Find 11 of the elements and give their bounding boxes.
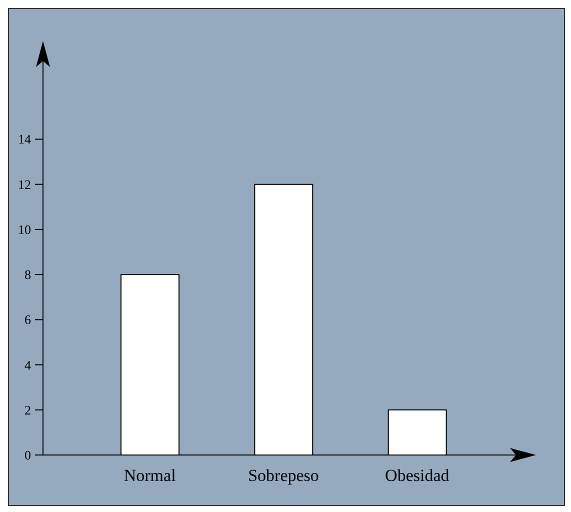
- y-tick-label: 2: [24, 402, 31, 418]
- x-tick-label: Normal: [124, 466, 176, 486]
- y-tick-label: 0: [24, 448, 31, 462]
- y-tick-label: 4: [24, 357, 32, 372]
- y-tick-label: 12: [18, 176, 31, 192]
- y-tick-label: 14: [18, 132, 32, 147]
- y-tick-label: 6: [24, 312, 32, 328]
- y-tick-label: 10: [18, 222, 31, 237]
- x-tick-label: Obesidad: [385, 466, 450, 486]
- x-tick-label: Sobrepeso: [248, 466, 319, 486]
- y-tick-label: 8: [24, 267, 31, 282]
